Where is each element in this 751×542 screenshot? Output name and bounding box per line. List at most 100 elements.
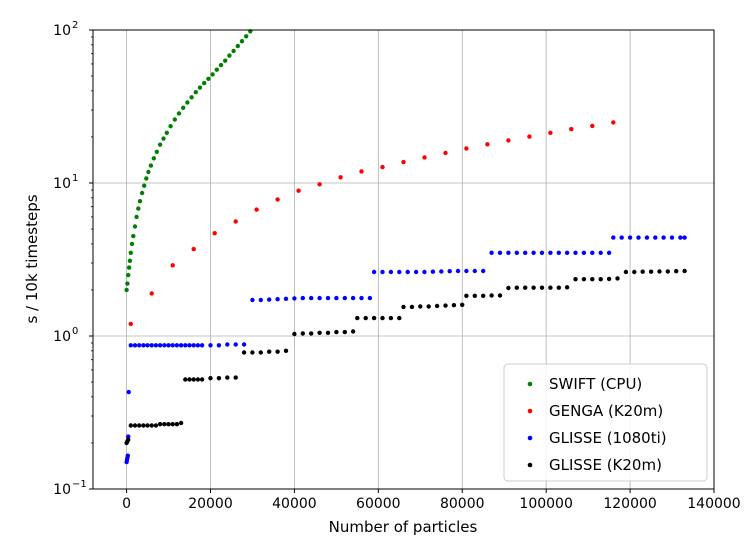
data-point [126,389,131,395]
data-point [142,183,147,188]
y-tick-label: 10 2 [53,20,78,39]
data-point [199,377,205,382]
data-point [627,235,633,240]
data-point [183,343,188,348]
data-point [172,117,177,122]
data-point [145,423,150,428]
data-point [195,377,201,382]
data-point [185,100,190,105]
data-point [657,269,662,274]
legend-marker-glisse-1080ti [527,435,533,441]
data-point [145,343,150,348]
data-point [170,422,175,427]
data-point [168,124,173,129]
data-point [548,285,553,290]
data-point [460,302,465,307]
series-2 [124,235,687,465]
data-point [481,268,486,274]
data-point [573,250,578,255]
data-point [426,304,431,309]
data-point [418,304,423,309]
x-tick-label: 60000 [356,496,401,512]
y-tick-base: 10 [53,329,71,345]
data-point [569,126,574,132]
legend-box [503,363,708,482]
data-point [283,348,289,353]
data-point [178,343,184,348]
data-point [489,250,494,255]
data-point [161,136,166,141]
data-point [191,377,196,382]
data-point [183,377,188,382]
data-point [409,304,415,310]
series-1 [128,120,616,327]
data-point [523,250,528,255]
data-point [388,315,394,321]
data-point [202,80,207,86]
data-point [665,269,670,274]
data-point [126,437,131,442]
data-point [464,146,469,151]
data-point [581,250,587,255]
data-point [170,343,175,348]
data-point [223,58,228,63]
series-0 [124,29,253,293]
data-point [258,350,263,355]
data-point [397,269,402,275]
y-tick-label: 10 1 [53,173,78,192]
data-point [149,343,154,348]
data-point [451,303,457,308]
x-axis: 0 20000 40000 60000 80000 100000 120000 140000 [122,489,741,512]
data-point [146,169,151,175]
data-point [134,214,139,220]
data-point [325,295,331,301]
data-point [317,330,322,335]
data-point [527,134,532,139]
data-point [141,343,146,348]
y-tick-base: 10 [53,482,71,498]
data-point [300,295,305,301]
x-tick-label: 120000 [603,496,656,512]
data-point [233,342,238,347]
data-point [443,150,448,156]
y-tick-base: 10 [53,176,71,192]
x-axis-label: Number of particles [329,518,478,536]
data-point [127,258,133,263]
data-point [682,235,687,240]
data-point [342,329,347,335]
data-point [250,350,255,355]
data-point [199,343,205,348]
data-point [669,235,675,240]
data-point [309,331,314,336]
data-point [413,269,419,275]
data-point [355,315,360,321]
data-point [401,304,406,310]
data-point [267,297,272,302]
data-point [137,343,142,348]
data-point [126,265,132,270]
data-point [472,293,477,298]
legend-label-genga-k20m: GENGA (K20m) [549,402,663,420]
data-point [443,303,448,308]
data-point [640,269,645,274]
data-point [191,343,196,348]
data-point [539,250,545,255]
data-point [149,291,154,296]
data-point [227,53,232,58]
data-point [464,293,469,298]
data-point [388,269,394,275]
data-point [422,269,427,275]
data-point [539,285,545,290]
data-point [197,85,203,90]
data-point [506,250,511,255]
data-point [489,293,494,298]
x-tick-label: 20000 [188,496,233,512]
data-point [564,285,570,290]
data-point [275,197,280,202]
data-points [124,29,687,465]
data-point [239,39,245,44]
data-point [292,296,297,301]
data-point [363,315,368,321]
data-point [632,269,637,275]
data-point [497,293,503,298]
